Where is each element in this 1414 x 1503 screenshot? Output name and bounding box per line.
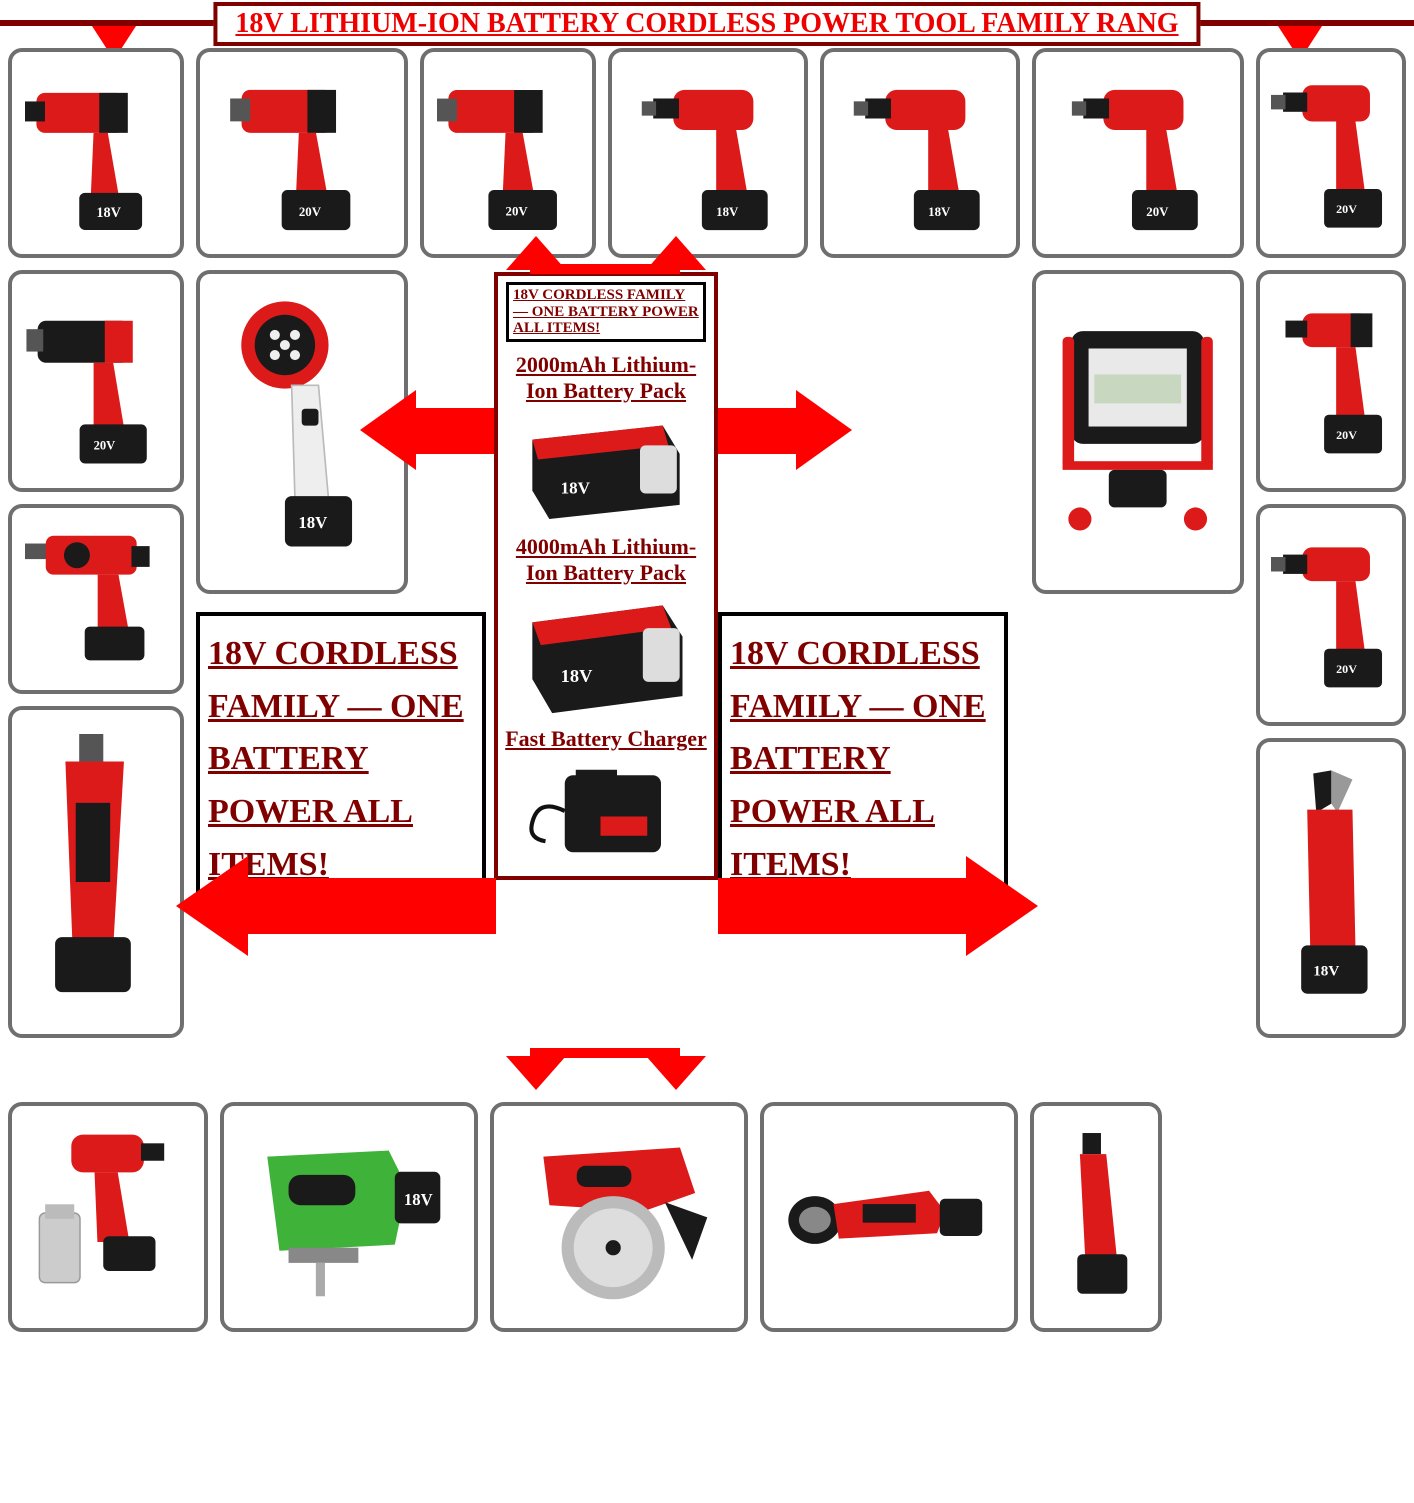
- svg-text:18V: 18V: [929, 205, 952, 219]
- pruning-shear-icon: 18V: [1271, 764, 1392, 1012]
- product-card: 20V: [196, 48, 408, 258]
- right-arrow-icon: [966, 856, 1038, 956]
- product-card: [1032, 270, 1244, 594]
- product-card: 18V: [608, 48, 808, 258]
- hammer-drill-icon: 20V: [25, 290, 168, 472]
- impact-wrench-icon: 18V: [838, 67, 1001, 239]
- page-title: 18V LITHIUM-ION BATTERY CORDLESS POWER T…: [213, 2, 1200, 46]
- slogan-box: 18V CORDLESS FAMILY — ONE BATTERY POWER …: [718, 612, 1008, 907]
- impact-wrench-icon: 20V: [1271, 67, 1392, 239]
- right-arrow-icon: [718, 878, 968, 934]
- paint-sprayer-icon: [26, 1123, 189, 1312]
- angle-grinder-icon: [783, 1123, 996, 1312]
- voltage-label: 18V: [96, 205, 121, 221]
- right-arrow-icon: [718, 408, 798, 454]
- worklight-icon: [1051, 298, 1224, 567]
- product-card: [490, 1102, 748, 1332]
- right-arrow-icon: [796, 390, 852, 470]
- svg-text:20V: 20V: [1336, 428, 1357, 442]
- left-arrow-icon: [246, 878, 496, 934]
- svg-text:20V: 20V: [93, 439, 115, 453]
- impact-driver-icon: 20V: [1271, 290, 1392, 472]
- left-arrow-icon: [414, 408, 494, 454]
- product-card: 20V: [420, 48, 596, 258]
- mini-slogan: 18V CORDLESS FAMILY — ONE BATTERY POWER …: [506, 282, 706, 342]
- up-arrow-icon: [646, 236, 706, 270]
- rotary-hammer-icon: [25, 522, 168, 677]
- recip-saw-icon: [25, 734, 168, 1009]
- svg-text:20V: 20V: [1336, 662, 1357, 676]
- product-card: 18V: [8, 48, 184, 258]
- svg-text:18V: 18V: [561, 478, 591, 497]
- drill-icon: 20V: [215, 67, 388, 239]
- product-card: [8, 504, 184, 694]
- svg-text:18V: 18V: [1313, 963, 1339, 979]
- charger-label: Fast Battery Charger: [505, 726, 707, 752]
- product-card: [1030, 1102, 1162, 1332]
- up-arrow-icon: [506, 236, 566, 270]
- svg-text:18V: 18V: [717, 205, 740, 219]
- ratchet-wrench-icon: [1043, 1123, 1148, 1312]
- product-card: [760, 1102, 1018, 1332]
- svg-text:18V: 18V: [299, 513, 328, 532]
- svg-text:20V: 20V: [1147, 205, 1170, 219]
- product-card: 20V: [1256, 48, 1406, 258]
- product-card: [8, 1102, 208, 1332]
- circular-saw-icon: [513, 1123, 726, 1312]
- product-card: 20V: [1256, 270, 1406, 492]
- battery-2000-label: 2000mAh Lithium-Ion Battery Pack: [504, 352, 708, 404]
- svg-text:20V: 20V: [505, 205, 528, 219]
- center-column: 18V CORDLESS FAMILY — ONE BATTERY POWER …: [494, 272, 718, 880]
- drill-icon: 20V: [437, 67, 580, 239]
- impact-wrench-icon: 20V: [1271, 524, 1392, 706]
- product-card: [8, 706, 184, 1038]
- impact-wrench-icon: 18V: [626, 67, 789, 239]
- left-arrow-icon: [360, 390, 416, 470]
- svg-text:20V: 20V: [1336, 202, 1357, 216]
- product-card: 18V: [220, 1102, 478, 1332]
- svg-text:18V: 18V: [404, 1190, 433, 1209]
- down-arrow-icon: [506, 1056, 566, 1090]
- product-card: 20V: [8, 270, 184, 492]
- svg-text:20V: 20V: [299, 205, 322, 219]
- product-card: 20V: [1032, 48, 1244, 258]
- left-arrow-icon: [176, 856, 248, 956]
- jigsaw-icon: 18V: [243, 1123, 456, 1312]
- battery-pack-icon: 18V: [521, 408, 691, 528]
- product-card: 18V: [1256, 738, 1406, 1038]
- down-arrow-icon: [646, 1056, 706, 1090]
- product-card: 18V: [820, 48, 1020, 258]
- battery-pack-icon: 18V: [521, 590, 691, 720]
- svg-text:18V: 18V: [561, 665, 593, 685]
- drill-icon: 18V: [25, 67, 168, 239]
- charger-icon: [521, 756, 691, 866]
- battery-4000-label: 4000mAh Lithium-Ion Battery Pack: [504, 534, 708, 586]
- product-card: 20V: [1256, 504, 1406, 726]
- impact-wrench-icon: 20V: [1051, 67, 1224, 239]
